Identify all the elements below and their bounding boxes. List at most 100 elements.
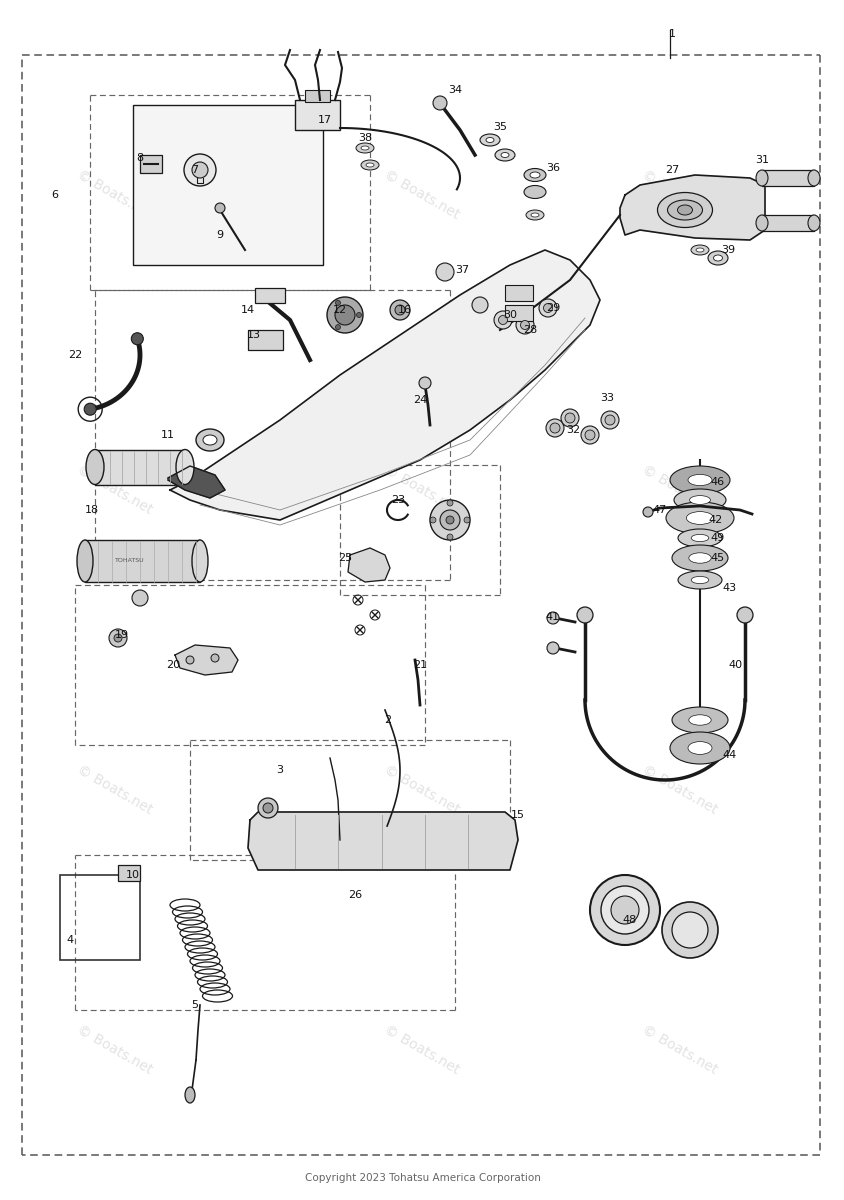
- Circle shape: [446, 516, 453, 524]
- Circle shape: [257, 798, 278, 818]
- Text: © Boats.net: © Boats.net: [381, 763, 462, 817]
- Ellipse shape: [667, 200, 701, 220]
- Ellipse shape: [360, 146, 369, 150]
- Circle shape: [600, 410, 619, 428]
- Text: © Boats.net: © Boats.net: [639, 463, 719, 517]
- Circle shape: [581, 426, 598, 444]
- Circle shape: [604, 415, 614, 425]
- Ellipse shape: [77, 540, 93, 582]
- Circle shape: [335, 325, 340, 330]
- Ellipse shape: [755, 215, 767, 230]
- Ellipse shape: [355, 143, 374, 152]
- Bar: [95, 450, 185, 485]
- Circle shape: [538, 299, 556, 317]
- Bar: [60, 875, 140, 960]
- Ellipse shape: [192, 540, 208, 582]
- Circle shape: [211, 654, 219, 662]
- Ellipse shape: [690, 534, 708, 541]
- Bar: [118, 865, 140, 881]
- Text: 8: 8: [136, 152, 143, 163]
- Ellipse shape: [677, 205, 692, 215]
- Circle shape: [671, 912, 707, 948]
- Ellipse shape: [755, 170, 767, 186]
- Ellipse shape: [365, 163, 374, 167]
- Text: 1: 1: [668, 29, 674, 38]
- Text: 41: 41: [545, 612, 560, 622]
- Text: 33: 33: [599, 392, 614, 403]
- Circle shape: [565, 413, 574, 422]
- Text: 35: 35: [492, 122, 506, 132]
- Bar: [505, 284, 533, 301]
- Circle shape: [440, 510, 459, 530]
- Text: 24: 24: [413, 395, 426, 404]
- Ellipse shape: [529, 172, 539, 178]
- Text: 43: 43: [722, 583, 736, 593]
- Ellipse shape: [690, 245, 708, 254]
- Circle shape: [419, 377, 430, 389]
- Ellipse shape: [677, 529, 721, 547]
- Text: TOHATSU: TOHATSU: [115, 558, 144, 563]
- Text: 36: 36: [545, 163, 560, 173]
- Circle shape: [545, 419, 563, 437]
- Text: 20: 20: [165, 660, 180, 670]
- Text: 45: 45: [710, 553, 724, 563]
- Polygon shape: [348, 548, 390, 582]
- Circle shape: [184, 154, 216, 186]
- Bar: [133, 104, 322, 265]
- Ellipse shape: [500, 152, 508, 157]
- Ellipse shape: [176, 450, 194, 485]
- Text: © Boats.net: © Boats.net: [75, 1022, 155, 1078]
- Text: 10: 10: [126, 870, 140, 880]
- Circle shape: [494, 311, 511, 329]
- Bar: [761, 215, 813, 230]
- Circle shape: [610, 896, 638, 924]
- Circle shape: [498, 316, 507, 324]
- Circle shape: [543, 304, 552, 312]
- Ellipse shape: [525, 210, 544, 220]
- Ellipse shape: [185, 1087, 195, 1103]
- Ellipse shape: [530, 214, 538, 217]
- Ellipse shape: [671, 545, 728, 571]
- Text: 15: 15: [511, 810, 524, 820]
- Text: 42: 42: [708, 515, 722, 526]
- Ellipse shape: [196, 428, 224, 451]
- Text: 32: 32: [565, 425, 579, 434]
- Text: © Boats.net: © Boats.net: [639, 1022, 719, 1078]
- Circle shape: [132, 590, 148, 606]
- Text: 40: 40: [728, 660, 742, 670]
- Bar: [295, 100, 339, 130]
- Text: 37: 37: [454, 265, 468, 275]
- Bar: [305, 90, 330, 102]
- Text: 27: 27: [664, 164, 679, 175]
- Ellipse shape: [707, 251, 728, 265]
- Circle shape: [463, 517, 469, 523]
- Circle shape: [430, 500, 469, 540]
- Circle shape: [446, 500, 452, 506]
- Polygon shape: [175, 646, 238, 674]
- Text: 23: 23: [391, 494, 404, 505]
- Circle shape: [334, 305, 354, 325]
- Polygon shape: [170, 250, 599, 520]
- Circle shape: [600, 886, 648, 934]
- Text: 30: 30: [502, 310, 517, 320]
- Text: 31: 31: [754, 155, 768, 164]
- Ellipse shape: [688, 553, 711, 563]
- Ellipse shape: [657, 192, 711, 228]
- Circle shape: [335, 300, 340, 305]
- Bar: [255, 288, 284, 302]
- Text: Copyright 2023 Tohatsu America Corporation: Copyright 2023 Tohatsu America Corporati…: [304, 1174, 540, 1183]
- Circle shape: [436, 263, 453, 281]
- Bar: [247, 330, 283, 350]
- Text: 39: 39: [720, 245, 734, 254]
- Text: © Boats.net: © Boats.net: [381, 1022, 462, 1078]
- Ellipse shape: [690, 576, 708, 583]
- Circle shape: [394, 305, 404, 314]
- Text: 21: 21: [413, 660, 426, 670]
- Text: 7: 7: [192, 164, 198, 175]
- Ellipse shape: [665, 502, 733, 534]
- Ellipse shape: [807, 215, 819, 230]
- Ellipse shape: [523, 186, 545, 198]
- Circle shape: [520, 320, 529, 330]
- Ellipse shape: [688, 715, 711, 725]
- Circle shape: [446, 534, 452, 540]
